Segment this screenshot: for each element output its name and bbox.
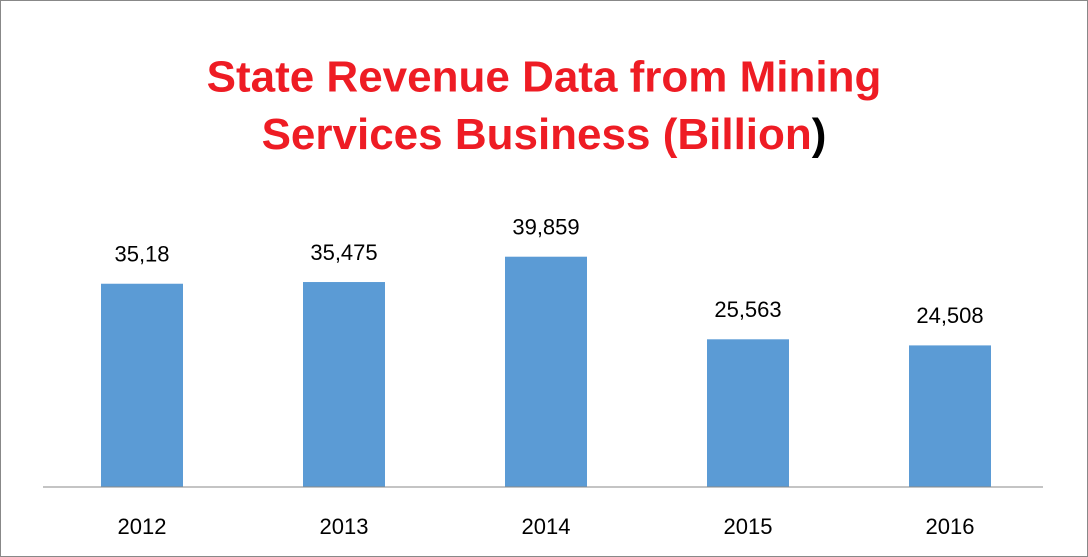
- data-label: 24,508: [916, 303, 983, 328]
- bar: [303, 282, 385, 487]
- x-tick-label: 2012: [118, 514, 167, 539]
- bar: [707, 339, 789, 487]
- data-label: 35,18: [114, 242, 169, 267]
- bar: [505, 256, 587, 487]
- data-label: 35,475: [310, 240, 377, 265]
- x-tick-label: 2013: [320, 514, 369, 539]
- bar: [101, 283, 183, 487]
- x-tick-label: 2015: [724, 514, 773, 539]
- x-tick-label: 2014: [522, 514, 571, 539]
- data-label: 25,563: [714, 297, 781, 322]
- x-tick-label: 2016: [926, 514, 975, 539]
- data-label: 39,859: [512, 215, 579, 240]
- bar: [909, 345, 991, 487]
- chart-title: State Revenue Data from Mining: [207, 53, 882, 102]
- chart-title: Services Business (Billion): [262, 110, 827, 159]
